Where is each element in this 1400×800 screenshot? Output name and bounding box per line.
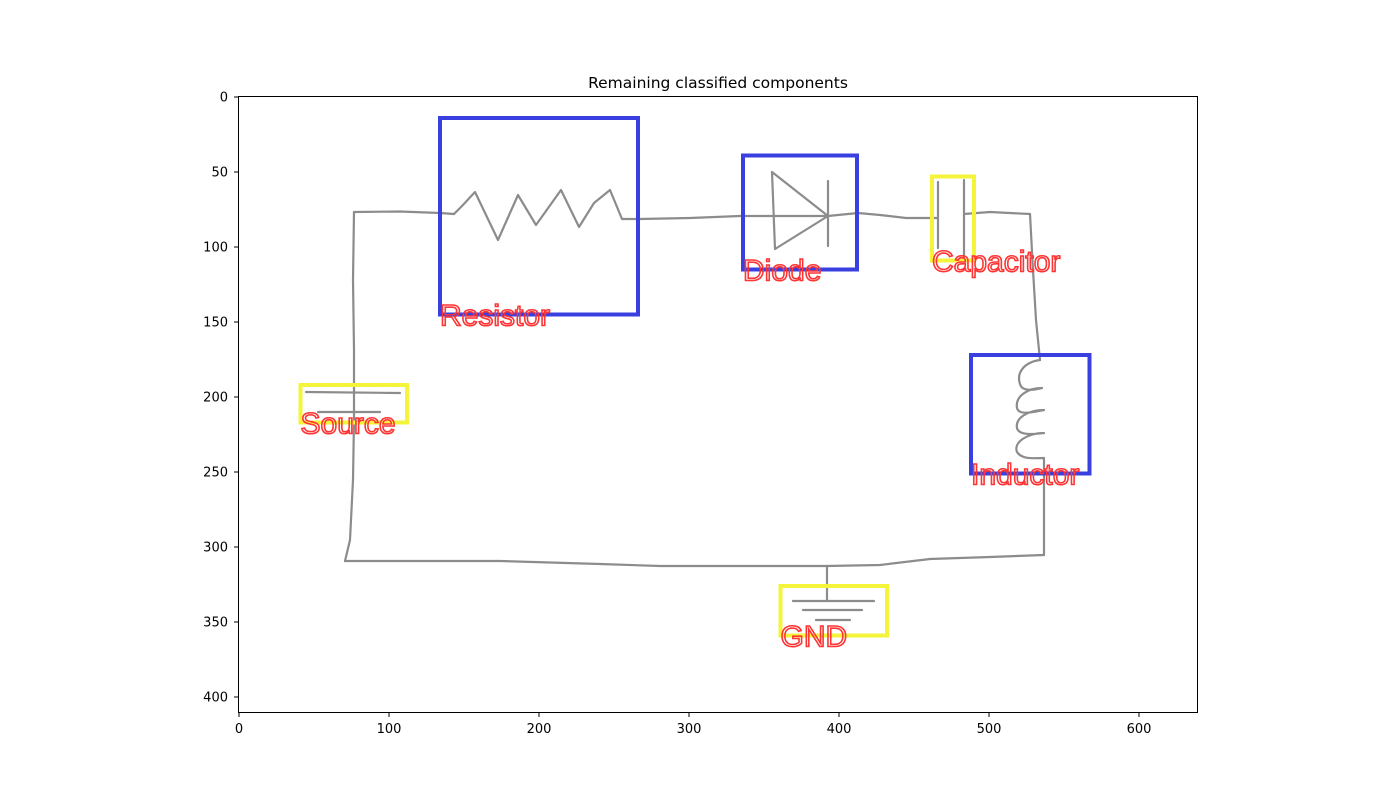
bounding-box [438,116,640,317]
component-gnd: GND [778,584,889,654]
component-inductor: Inductor [969,353,1092,492]
x-tick-label: 500 [977,722,1002,737]
component-label: Inductor [971,459,1079,492]
bounding-box [930,174,976,263]
components-layer: Resistor Diode Capacitor Inductor Source GND [298,116,1092,654]
resistor-symbol [452,188,642,242]
bounding-box [778,584,889,638]
x-tick-label: 600 [1127,722,1152,737]
component-label: GND [781,621,848,654]
y-tick-label: 150 [203,316,228,331]
source-symbol [304,390,402,414]
wire-diode-capacitor [826,211,940,220]
y-tick-label: 200 [203,391,228,406]
wire-bottom [343,553,1046,568]
component-source: Source [298,383,409,441]
component-capacitor: Capacitor [930,174,1061,279]
component-label: Capacitor [932,246,1060,279]
x-tick-label: 0 [235,722,243,737]
y-tick-label: 400 [203,691,228,706]
wire-right [1028,212,1042,362]
x-tick-label: 200 [527,722,552,737]
y-tick-label: 100 [203,241,228,256]
x-tick-label: 100 [377,722,402,737]
x-tick-label: 400 [827,722,852,737]
y-tick-label: 50 [211,166,228,181]
component-label: Resistor [440,300,550,333]
y-tick-label: 250 [203,466,228,481]
circuit-drawing [304,170,1046,622]
plot-frame [238,96,1198,713]
y-tick-label: 0 [220,91,228,106]
component-label: Source [301,408,396,441]
bounding-box [969,353,1092,476]
component-resistor: Resistor [438,116,640,333]
component-label: Diode [743,255,821,288]
y-axis: 0 50 100 150 200 250 300 350 400 [203,91,239,706]
bounding-box [741,153,859,272]
y-tick-label: 300 [203,541,228,556]
x-axis: 0 100 200 300 400 500 600 [235,712,1152,737]
component-diode: Diode [741,153,859,288]
wire-top-left [352,210,456,216]
x-tick-label: 300 [677,722,702,737]
y-tick-label: 350 [203,616,228,631]
wire-resistor-diode [638,214,777,221]
bounding-box [298,383,409,425]
figure-title: Remaining classified components [588,74,848,92]
inductor-symbol [1015,358,1046,557]
wire-left [343,210,356,563]
